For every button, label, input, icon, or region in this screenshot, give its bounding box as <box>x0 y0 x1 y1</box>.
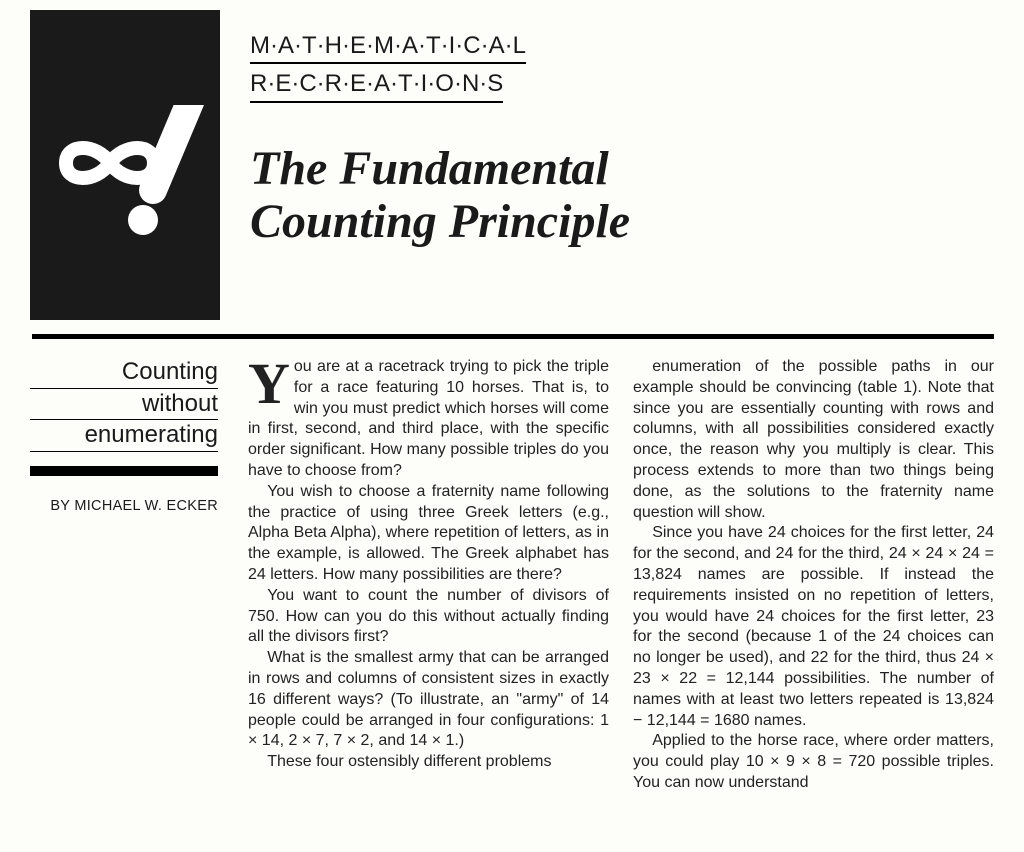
paragraph-1: You are at a racetrack trying to pick th… <box>248 357 609 482</box>
header: M·A·T·H·E·M·A·T·I·C·A·L R·E·C·R·E·A·T·I·… <box>30 10 994 320</box>
paragraph-2: You wish to choose a fraternity name fol… <box>248 482 609 586</box>
subhead: Counting without enumerating <box>30 357 218 452</box>
byline: BY MICHAEL W. ECKER <box>30 498 218 514</box>
body-text: You are at a racetrack trying to pick th… <box>248 357 994 794</box>
paragraph-3: You want to count the number of divisors… <box>248 586 609 648</box>
kicker-line-2: R·E·C·R·E·A·T·I·O·N·S <box>250 68 503 102</box>
page: M·A·T·H·E·M·A·T·I·C·A·L R·E·C·R·E·A·T·I·… <box>0 0 1024 852</box>
paragraph-4: What is the smallest army that can be ar… <box>248 648 609 752</box>
horizontal-rule <box>32 334 994 339</box>
title-line-1: The Fundamental <box>250 143 994 196</box>
sidebar-rule <box>30 466 218 476</box>
header-text: M·A·T·H·E·M·A·T·I·C·A·L R·E·C·R·E·A·T·I·… <box>250 10 994 248</box>
paragraph-5: These four ostensibly different problems <box>248 752 609 773</box>
p1-text: ou are at a racetrack trying to pick the… <box>248 358 609 479</box>
infinity-exclaim-icon <box>48 105 208 245</box>
subhead-line-1: Counting <box>30 357 218 389</box>
paragraph-7: Since you have 24 choices for the first … <box>633 523 994 731</box>
paragraph-6: enumeration of the possible paths in our… <box>633 357 994 523</box>
title-line-2: Counting Principle <box>250 196 994 249</box>
dropcap: Y <box>248 357 294 408</box>
sidebar: Counting without enumerating BY MICHAEL … <box>30 357 248 794</box>
paragraph-8: Applied to the horse race, where order m… <box>633 731 994 793</box>
logo-box <box>30 10 220 320</box>
kicker-line-1: M·A·T·H·E·M·A·T·I·C·A·L <box>250 30 526 64</box>
body: Counting without enumerating BY MICHAEL … <box>30 357 994 794</box>
article-title: The Fundamental Counting Principle <box>250 143 994 249</box>
subhead-line-2: without <box>30 389 218 421</box>
subhead-line-3: enumerating <box>30 420 218 452</box>
